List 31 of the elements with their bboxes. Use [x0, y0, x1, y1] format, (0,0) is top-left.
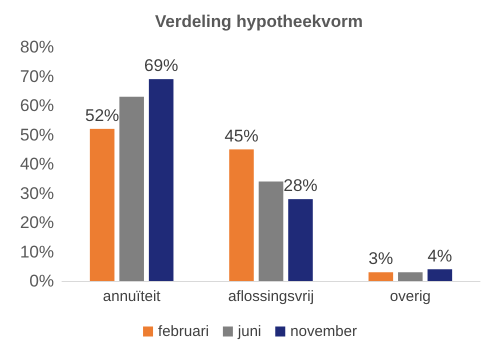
y-tick-label: 80% [20, 38, 54, 56]
bar [148, 79, 174, 281]
data-label: 52% [85, 106, 120, 125]
bar [368, 272, 394, 281]
y-tick-label: 70% [20, 66, 54, 86]
legend-label: juni [236, 323, 262, 340]
bar [428, 269, 452, 281]
x-tick-label: annuïteit [102, 288, 162, 305]
bar [398, 272, 423, 281]
y-tick-label: 20% [20, 213, 54, 232]
y-tick-label: 50% [20, 125, 54, 144]
y-tick-label: 0% [29, 272, 54, 290]
x-tick-label: overig [390, 288, 431, 305]
y-tick-label: 40% [20, 154, 54, 174]
bar [229, 149, 254, 281]
y-tick-label: 60% [20, 96, 54, 115]
y-tick-label: 10% [20, 242, 54, 262]
data-label: 28% [283, 176, 318, 196]
data-label: 4% [428, 246, 452, 266]
legend-label: februari [158, 323, 209, 340]
data-label: 69% [144, 56, 178, 76]
chart-title: Verdeling hypotheekvorm [155, 12, 363, 31]
data-label: 45% [224, 126, 259, 146]
legend-label: november [290, 323, 357, 340]
bar [258, 182, 284, 281]
bar [90, 128, 114, 281]
bar [119, 96, 144, 281]
data-label: 3% [368, 249, 394, 268]
y-tick-label: 30% [20, 184, 54, 203]
x-tick-label: aflossingsvrij [228, 288, 314, 305]
bar [288, 199, 313, 281]
